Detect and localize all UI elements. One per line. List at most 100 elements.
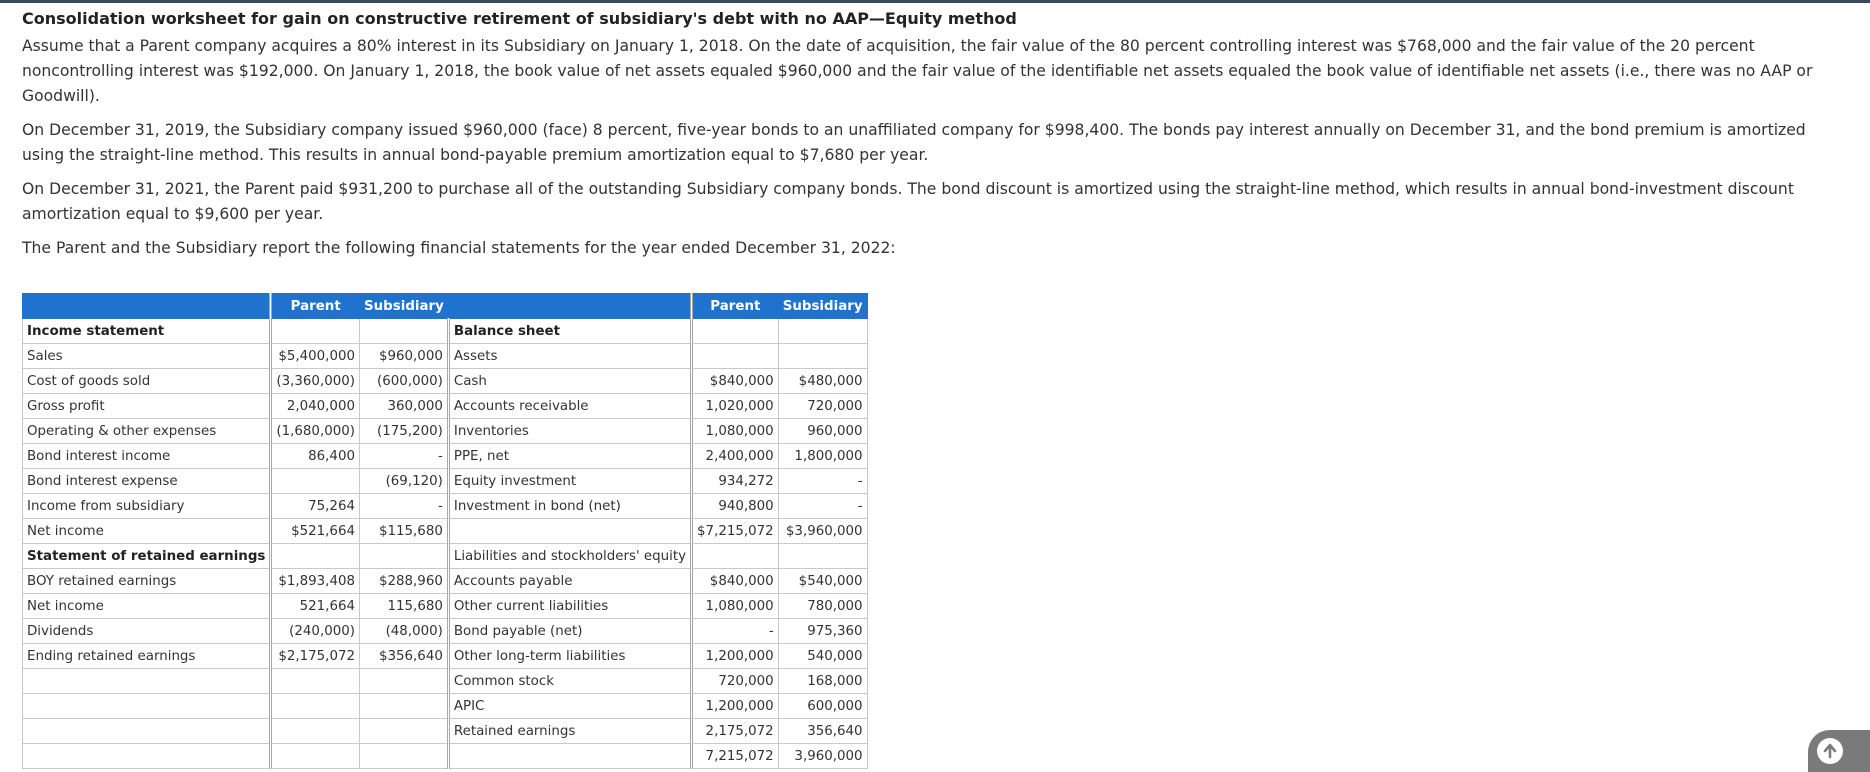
- parent-value: [270, 543, 360, 569]
- subsidiary-value: [359, 543, 449, 569]
- parent-balance-value: 940,800: [691, 493, 779, 519]
- table-row: Net income 521,664 115,680 Other current li…: [21, 593, 868, 619]
- row-label: BOY retained earnings: [21, 568, 273, 594]
- row-label: Gross profit: [21, 393, 273, 419]
- parent-value: $1,893,408: [270, 568, 360, 594]
- balance-label: Inventories: [446, 418, 694, 444]
- table-row: Net income $521,664 $115,680 $7,215,072 $3,9…: [21, 518, 868, 544]
- balance-label: APIC: [446, 693, 694, 719]
- subsidiary-value: 360,000: [359, 393, 449, 419]
- row-label: Income from subsidiary: [21, 493, 273, 519]
- parent-value: $521,664: [270, 518, 360, 544]
- row-label: Net income: [21, 593, 273, 619]
- subsidiary-value: [359, 318, 449, 344]
- parent-value: 75,264: [270, 493, 360, 519]
- parent-balance-value: 720,000: [691, 668, 779, 694]
- parent-value: (3,360,000): [270, 368, 360, 394]
- table-row: Dividends (240,000) (48,000) Bond payable (…: [21, 618, 868, 644]
- parent-value: (1,680,000): [270, 418, 360, 444]
- table-row: BOY retained earnings $1,893,408 $288,960 A…: [21, 568, 868, 594]
- subsidiary-balance-value: 720,000: [777, 393, 868, 419]
- row-label: [21, 718, 273, 744]
- row-label: Net income: [21, 518, 273, 544]
- table-row: Sales $5,400,000 $960,000 Assets: [21, 343, 868, 369]
- subsidiary-value: (600,000): [359, 368, 449, 394]
- balance-label: Common stock: [446, 668, 694, 694]
- balance-label: Investment in bond (net): [446, 493, 694, 519]
- table-row: Cost of goods sold (3,360,000) (600,000) Ca…: [21, 368, 868, 394]
- row-label: [21, 668, 273, 694]
- subsidiary-balance-value: -: [777, 468, 868, 494]
- row-label: Ending retained earnings: [21, 643, 273, 669]
- balance-label: Retained earnings: [446, 718, 694, 744]
- table-row: APIC 1,200,000 600,000: [21, 693, 868, 719]
- parent-value: [270, 743, 360, 769]
- table-row: Bond interest expense (69,120) Equity inve…: [21, 468, 868, 494]
- table-header-row: Parent Subsidiary Parent Subsidiary: [21, 293, 868, 319]
- balance-label: [446, 518, 694, 544]
- subsidiary-value: 115,680: [359, 593, 449, 619]
- paragraph-2: On December 31, 2019, the Subsidiary com…: [22, 121, 1806, 164]
- parent-balance-value: $7,215,072: [691, 518, 779, 544]
- subsidiary-value: [359, 718, 449, 744]
- subsidiary-value: (48,000): [359, 618, 449, 644]
- subsidiary-value: [359, 693, 449, 719]
- parent-balance-value: -: [691, 618, 779, 644]
- subsidiary-balance-value: 540,000: [777, 643, 868, 669]
- subsidiary-balance-value: 356,640: [777, 718, 868, 744]
- table-row: Income statement Balance sheet: [21, 318, 868, 344]
- row-label: Dividends: [21, 618, 273, 644]
- subsidiary-balance-value: $540,000: [777, 568, 868, 594]
- balance-label: Accounts receivable: [446, 393, 694, 419]
- balance-label: Balance sheet: [446, 318, 694, 344]
- subsidiary-balance-value: 168,000: [777, 668, 868, 694]
- subsidiary-value: [359, 668, 449, 694]
- row-label: [21, 743, 273, 769]
- subsidiary-value: $960,000: [359, 343, 449, 369]
- parent-value: [270, 693, 360, 719]
- subsidiary-balance-value: 780,000: [777, 593, 868, 619]
- parent-balance-value: $840,000: [691, 368, 779, 394]
- table-row: Ending retained earnings $2,175,072 $356,6…: [21, 643, 868, 669]
- subsidiary-balance-value: [777, 343, 868, 369]
- header-blank-2: [447, 293, 694, 319]
- row-label: Statement of retained earnings: [21, 543, 273, 569]
- paragraph-1: Assume that a Parent company acquires a …: [22, 37, 1813, 105]
- parent-value: [270, 318, 360, 344]
- balance-label: Accounts payable: [446, 568, 694, 594]
- paragraph-3: On December 31, 2021, the Parent paid $9…: [22, 180, 1794, 223]
- parent-value: [270, 468, 360, 494]
- subsidiary-value: [359, 743, 449, 769]
- parent-balance-value: 934,272: [691, 468, 779, 494]
- parent-value: [270, 668, 360, 694]
- parent-balance-value: 2,400,000: [691, 443, 779, 469]
- table-row: Operating & other expenses (1,680,000) (17…: [21, 418, 868, 444]
- parent-value: 521,664: [270, 593, 360, 619]
- balance-label: Assets: [446, 343, 694, 369]
- parent-balance-value: 2,175,072: [691, 718, 779, 744]
- parent-value: (240,000): [270, 618, 360, 644]
- parent-balance-value: 1,020,000: [691, 393, 779, 419]
- parent-balance-value: 1,080,000: [691, 418, 779, 444]
- financial-statements-table: Parent Subsidiary Parent Subsidiary Inco…: [21, 293, 868, 769]
- parent-value: 2,040,000: [270, 393, 360, 419]
- subsidiary-balance-value: 975,360: [777, 618, 868, 644]
- table-row: Gross profit 2,040,000 360,000 Accounts rec…: [21, 393, 868, 419]
- parent-balance-value: [691, 343, 779, 369]
- subsidiary-balance-value: -: [777, 493, 868, 519]
- page-title: Consolidation worksheet for gain on cons…: [22, 9, 1017, 28]
- row-label: Income statement: [21, 318, 273, 344]
- scroll-to-top-button[interactable]: [1808, 730, 1870, 772]
- header-subsidiary: Subsidiary: [359, 293, 449, 319]
- row-label: Operating & other expenses: [21, 418, 273, 444]
- parent-balance-value: [691, 543, 779, 569]
- header-subsidiary-bs: Subsidiary: [777, 293, 868, 319]
- header-blank: [21, 293, 273, 319]
- top-bar: [0, 0, 1870, 3]
- subsidiary-value: -: [359, 493, 449, 519]
- subsidiary-balance-value: 3,960,000: [777, 743, 868, 769]
- table-row: Common stock 720,000 168,000: [21, 668, 868, 694]
- subsidiary-value: $288,960: [359, 568, 449, 594]
- balance-label: Other current liabilities: [446, 593, 694, 619]
- problem-statement: Consolidation worksheet for gain on cons…: [22, 8, 1848, 270]
